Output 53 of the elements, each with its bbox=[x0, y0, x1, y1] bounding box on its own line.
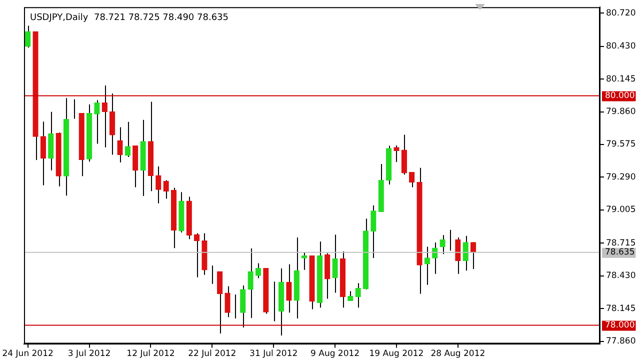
candlestick bbox=[132, 145, 138, 188]
y-tick-label: 80.430 bbox=[606, 42, 636, 52]
x-tick-label: 9 Aug 2012 bbox=[310, 349, 360, 360]
candlestick bbox=[124, 121, 131, 158]
ref-line-label: 78.000 bbox=[605, 320, 635, 330]
y-tick-label: 78.715 bbox=[606, 238, 636, 248]
y-tick-label: 78.430 bbox=[606, 271, 636, 282]
candlestick bbox=[348, 290, 354, 302]
y-tick-label: 79.290 bbox=[606, 172, 636, 182]
candlestick bbox=[409, 172, 415, 188]
y-tick-label: 79.575 bbox=[606, 140, 636, 150]
candlestick bbox=[102, 84, 108, 148]
candlestick bbox=[240, 285, 246, 328]
x-tick-label: 19 Aug 2012 bbox=[369, 349, 424, 360]
x-tick-label: 31 Jul 2012 bbox=[250, 349, 298, 360]
candlestick bbox=[324, 252, 330, 300]
text: USDJPY,Daily 78.721 78.725 78.490 78.635 bbox=[30, 12, 229, 23]
y-tick-label: 77.860 bbox=[606, 336, 636, 346]
x-tick-label: 24 Jun 2012 bbox=[2, 349, 54, 360]
y-tick-label: 80.720 bbox=[606, 8, 636, 18]
candlestick bbox=[48, 111, 54, 171]
candlestick bbox=[94, 100, 100, 144]
candlestick bbox=[424, 246, 430, 286]
ref-line-label: 80.000 bbox=[605, 90, 635, 101]
x-tick-label: 3 Jul 2012 bbox=[68, 349, 111, 360]
candlestick bbox=[370, 204, 376, 258]
candlestick bbox=[40, 121, 46, 186]
x-tick-label: 12 Jul 2012 bbox=[126, 349, 175, 360]
candlestick bbox=[401, 134, 407, 176]
candlestick bbox=[156, 166, 162, 204]
y-tick-label: 79.005 bbox=[606, 205, 636, 216]
candlestick bbox=[255, 262, 262, 279]
candlestick bbox=[462, 235, 468, 272]
candlestick bbox=[286, 264, 292, 314]
candlestick bbox=[163, 180, 169, 200]
candlestick bbox=[355, 282, 361, 308]
candlestick bbox=[332, 234, 338, 294]
x-tick-label: 28 Aug 2012 bbox=[430, 349, 486, 360]
candlestick bbox=[248, 248, 254, 318]
candlestick bbox=[470, 242, 476, 270]
candlestick bbox=[117, 126, 123, 163]
x-tick-label: 22 Jul 2012 bbox=[188, 349, 236, 360]
ref-line-label: 78.635 bbox=[605, 248, 635, 258]
y-tick-label: 79.860 bbox=[606, 107, 636, 118]
candlestick bbox=[394, 144, 400, 162]
y-tick-label: 80.145 bbox=[606, 74, 636, 84]
y-tick-label: 78.145 bbox=[606, 304, 636, 314]
candlestick bbox=[224, 286, 230, 318]
candlestick bbox=[217, 271, 223, 334]
candlestick bbox=[301, 252, 308, 270]
candlestick bbox=[109, 92, 116, 156]
candlestick bbox=[440, 234, 446, 255]
candlestick bbox=[455, 236, 461, 274]
